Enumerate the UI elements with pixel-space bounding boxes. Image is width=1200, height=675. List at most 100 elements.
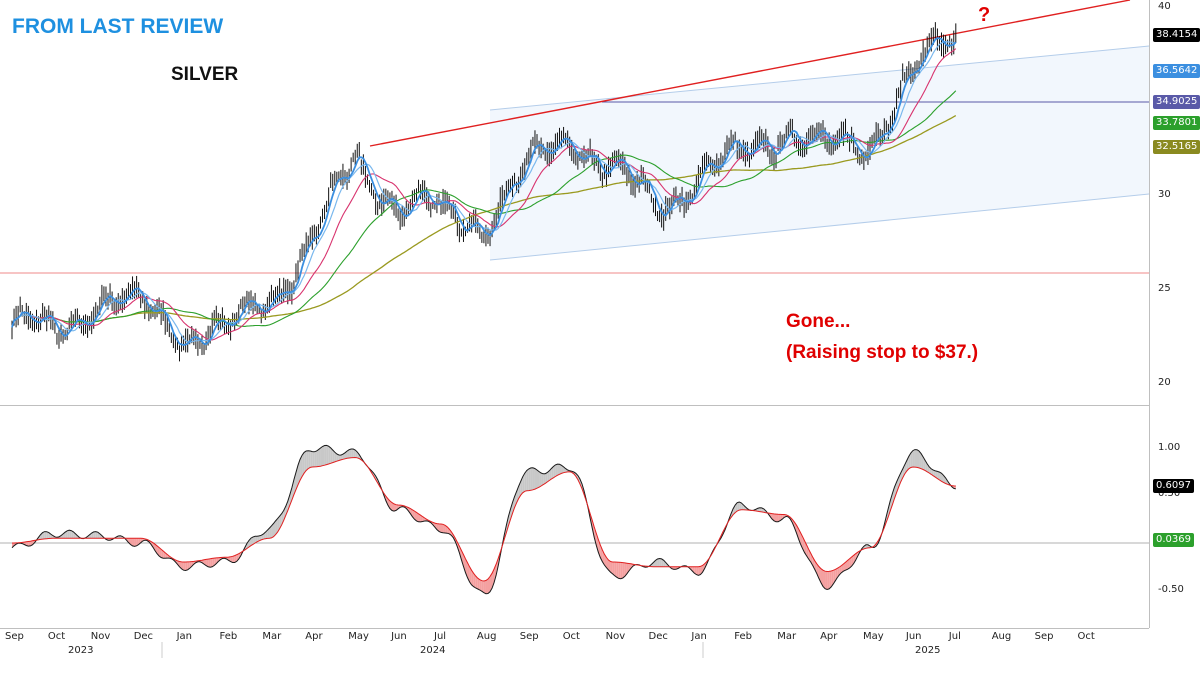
oscillator-fill-segment: [553, 464, 556, 478]
channel-fill: [490, 46, 1149, 260]
oscillator-fill-segment: [469, 566, 472, 585]
ma-fast-line: [11, 37, 957, 347]
month-label: Nov: [605, 631, 626, 642]
ma-mid-line: [11, 90, 957, 328]
oscillator-fill-segment: [549, 468, 552, 481]
oscillator-fill-segment: [561, 465, 564, 474]
oscillator-tick-label: -0.50: [1158, 584, 1184, 595]
oscillator-fill-segment: [391, 502, 395, 512]
oscillator-fill-segment: [539, 471, 542, 488]
oscillator-fill-segment: [191, 561, 194, 567]
oscillator-fill-segment: [65, 530, 68, 539]
price-bars: [11, 22, 957, 362]
oscillator-fill-segment: [434, 523, 437, 530]
oscillator-fill-segment: [849, 556, 852, 569]
oscillator-fill-segment: [847, 558, 850, 570]
oscillator-fill-segment: [628, 563, 631, 571]
price-tick-label: 30: [1158, 189, 1171, 200]
oscillator-fill-segment: [322, 445, 325, 466]
oscillator-fill-segment: [612, 562, 615, 576]
oscillator-fill-segment: [410, 508, 413, 517]
oscillator-fill-segment: [414, 511, 417, 521]
oscillator-fill-segment: [545, 472, 548, 484]
asset-label: SILVER: [171, 64, 239, 85]
oscillator-fill-segment: [463, 554, 466, 573]
year-label: 2025: [915, 645, 941, 656]
oscillator-fill-segment: [93, 531, 96, 539]
oscillator-fill-segment: [551, 466, 554, 480]
oscillator-line: [11, 444, 956, 595]
month-label: Nov: [90, 631, 111, 642]
oscillator-fill-segment: [820, 568, 824, 587]
oscillator-fill-segment: [776, 514, 779, 522]
oscillator-fill-segment: [831, 570, 834, 587]
channel-lower-line: [489, 193, 1150, 261]
question-mark: ?: [978, 4, 991, 26]
oscillator-fill-segment: [326, 445, 329, 465]
month-label: Apr: [820, 631, 838, 642]
oscillator-fill-segment: [782, 514, 785, 520]
oscillator-fill-segment: [95, 531, 98, 539]
note-line-1: Gone...: [786, 311, 851, 332]
oscillator-fill-segment: [183, 561, 186, 571]
month-label: Apr: [305, 631, 323, 642]
oscillator-fill-segment: [44, 531, 47, 539]
oscillator-fill-segment: [389, 500, 392, 511]
oscillator-fill-segment: [931, 468, 934, 476]
oscillator-fill-segment: [269, 525, 272, 539]
oscillator-fill-segment: [555, 464, 558, 477]
oscillator-fill-segment: [510, 502, 513, 520]
oscillator-fill-segment: [277, 516, 280, 533]
oscillator-fill-segment: [743, 504, 746, 510]
oscillator-fill-segment: [324, 445, 327, 466]
oscillator-fill-segment: [308, 450, 311, 469]
oscillator-fill-segment: [659, 558, 662, 567]
oscillator-fill-segment: [177, 560, 180, 567]
oscillator-fill-segment: [336, 454, 339, 462]
oscillator-fill-segment: [140, 538, 143, 543]
oscillator-fill-segment: [773, 513, 777, 522]
oscillator-fill-segment: [843, 562, 846, 572]
oscillator-fill-segment: [485, 578, 488, 594]
oscillator-fill-segment: [827, 571, 830, 590]
oscillator-fill-segment: [257, 535, 260, 542]
oscillator-fill-segment: [351, 448, 354, 458]
oscillator-fill-segment: [304, 451, 307, 474]
month-label: Feb: [734, 631, 753, 642]
oscillator-fill-segment: [778, 514, 781, 522]
oscillator-fill-segment: [610, 561, 613, 574]
oscillator-last-tag: 0.6097: [1153, 479, 1194, 493]
oscillator-fill-segment: [12, 542, 15, 548]
oscillator-fill-segment: [541, 472, 544, 486]
oscillator-fill-segment: [255, 536, 258, 543]
oscillator-fill-segment: [418, 513, 421, 522]
oscillator-fill-segment: [306, 450, 309, 471]
ma-pink-line: [11, 48, 957, 341]
oscillator-fill-segment: [908, 452, 911, 469]
ma-slow-tag: 32.5165: [1153, 140, 1200, 154]
oscillator-fill-segment: [912, 449, 915, 468]
oscillator-fill-segment: [829, 570, 832, 589]
month-label: Jan: [691, 631, 707, 642]
oscillator-fill-segment: [71, 530, 74, 539]
oscillator-fill-segment: [594, 526, 597, 546]
oscillator-fill-segment: [344, 451, 348, 459]
oscillator-fill-segment: [890, 493, 893, 511]
oscillator-fill-segment: [935, 470, 938, 479]
channel-upper-line: [489, 45, 1150, 111]
oscillator-fill-segment: [606, 557, 609, 571]
oscillator-fill-segment: [394, 503, 397, 512]
month-label: Aug: [476, 631, 497, 642]
oscillator-fill-segment: [420, 515, 423, 522]
oscillator-fill-segment: [271, 523, 274, 538]
oscillator-fill-segment: [232, 555, 235, 563]
oscillator-fill-segment: [253, 536, 256, 545]
oscillator-fill-segment: [833, 569, 836, 585]
oscillator-fill-segment: [919, 451, 922, 469]
oscillator-fill-segment: [657, 558, 660, 567]
month-label: Jun: [905, 631, 922, 642]
oscillator-fill-segment: [251, 536, 254, 546]
oscillator-fill-segment: [316, 449, 319, 467]
oscillator-fill-segment: [739, 502, 742, 511]
oscillator-fill-segment: [61, 533, 64, 539]
